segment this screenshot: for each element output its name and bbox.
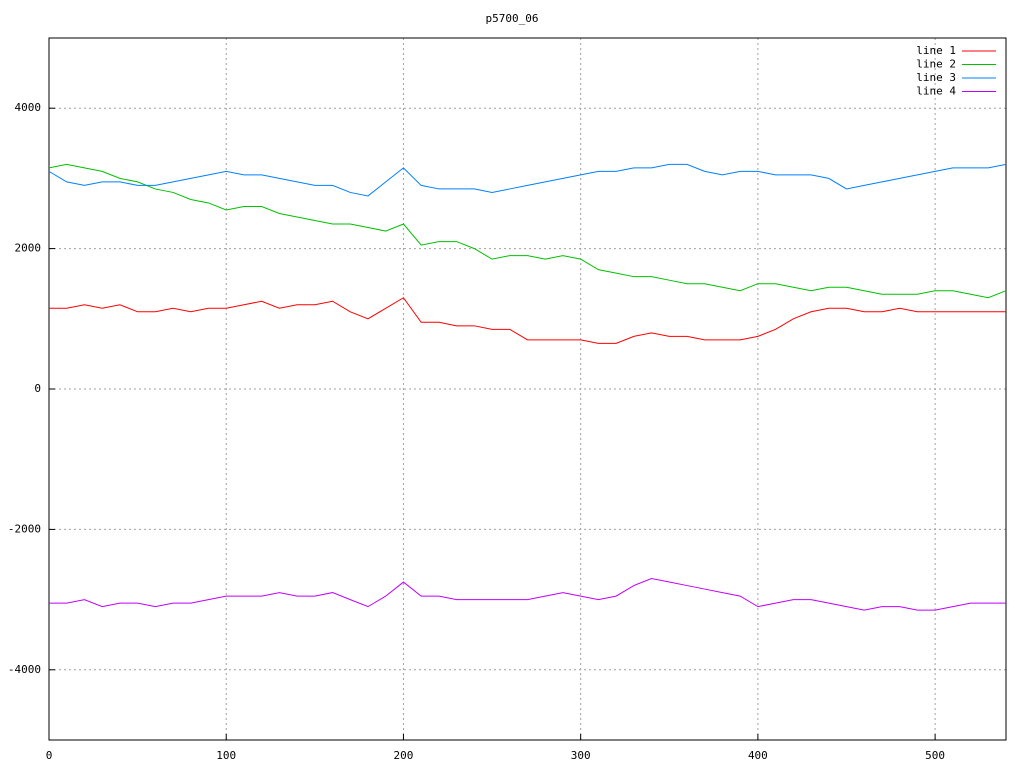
y-tick-label: 0 [34,382,41,395]
x-tick-label: 400 [748,749,768,762]
x-tick-label: 300 [571,749,591,762]
y-tick-label: -2000 [8,522,41,535]
legend-label: line 2 [916,58,956,71]
chart-title: p5700_06 [486,12,539,25]
legend-label: line 4 [916,85,956,98]
y-tick-label: 4000 [15,101,42,114]
line-series [49,297,1006,344]
legend-label: line 1 [916,44,956,57]
y-tick-label: -4000 [8,663,41,676]
x-tick-label: 100 [216,749,236,762]
legend-label: line 3 [916,71,956,84]
x-tick-label: 0 [46,749,53,762]
x-tick-label: 200 [394,749,414,762]
line-series [48,163,1007,197]
plot-frame [48,37,1007,741]
line-series [48,163,1007,299]
x-tick-label: 500 [925,749,945,762]
y-tick-label: 2000 [15,242,42,255]
line-series [49,578,1006,611]
